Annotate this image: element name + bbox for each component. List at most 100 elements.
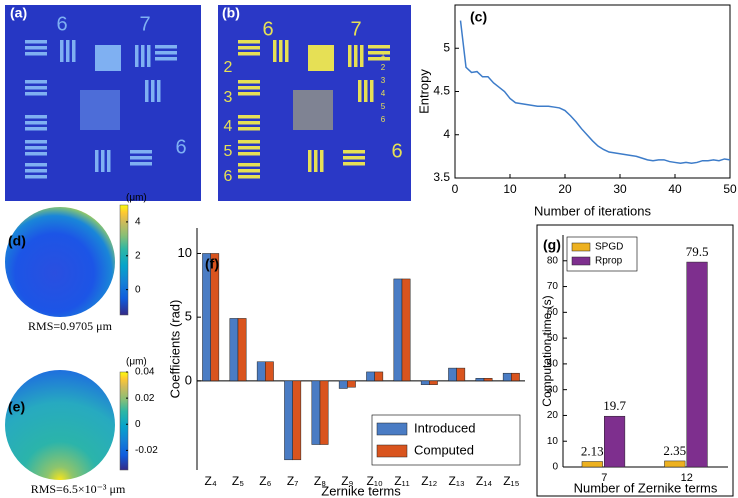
target-center bbox=[293, 90, 333, 130]
x-tick-label: 10 bbox=[503, 182, 517, 196]
data-label: 2.13 bbox=[581, 443, 604, 458]
target-bar bbox=[95, 150, 99, 172]
target-bar bbox=[360, 45, 364, 67]
x-tick-label: Z₁₀ bbox=[366, 474, 382, 488]
legend-swatch bbox=[376, 422, 408, 436]
legend-label: Introduced bbox=[414, 420, 475, 435]
x-tick-label: Z₇ bbox=[287, 474, 298, 488]
bar bbox=[210, 253, 220, 382]
target-bar bbox=[101, 150, 105, 172]
target-bar bbox=[348, 45, 352, 67]
target-bar bbox=[238, 115, 260, 119]
target-bar bbox=[238, 152, 260, 156]
data-label: 19.7 bbox=[603, 398, 626, 413]
colorbar bbox=[119, 371, 129, 471]
legend-label: Rprop bbox=[595, 256, 623, 267]
target-bar bbox=[343, 150, 365, 154]
bar bbox=[475, 378, 485, 382]
target-bar bbox=[368, 57, 390, 61]
target-digit: 4 bbox=[381, 89, 386, 98]
legend-swatch bbox=[571, 256, 591, 266]
bar bbox=[284, 380, 293, 461]
target-digit: 6 bbox=[262, 18, 273, 40]
target-bar bbox=[25, 52, 47, 56]
target-square bbox=[95, 45, 121, 71]
bar bbox=[420, 380, 430, 385]
wavefront-d bbox=[5, 207, 115, 317]
target-bar bbox=[364, 80, 368, 102]
bar bbox=[511, 372, 520, 382]
target-bar bbox=[25, 169, 47, 173]
target-digit: 6 bbox=[56, 13, 67, 35]
bar bbox=[448, 367, 457, 382]
colorbar-tick-label: 0.04 bbox=[135, 367, 155, 378]
y-tick-label: 4.5 bbox=[433, 84, 450, 98]
target-bar bbox=[308, 150, 312, 172]
data-label: 2.35 bbox=[663, 443, 686, 458]
x-tick-label: 0 bbox=[452, 182, 459, 196]
y-tick-label: 20 bbox=[547, 410, 559, 421]
x-tick-label: Z₁₄ bbox=[476, 474, 492, 488]
target-bar bbox=[25, 175, 47, 179]
y-tick-label: 40 bbox=[547, 359, 559, 370]
x-tick-label: Z₉ bbox=[341, 474, 353, 488]
target-bar bbox=[155, 57, 177, 61]
bar bbox=[664, 460, 686, 468]
y-tick-label: 10 bbox=[547, 436, 559, 447]
x-tick-label: 20 bbox=[558, 182, 572, 196]
colorbar-tick-label: 0.02 bbox=[135, 393, 155, 404]
x-tick-label: 30 bbox=[613, 182, 627, 196]
bar bbox=[256, 361, 266, 382]
colorbar-tick-label: 2 bbox=[135, 250, 141, 261]
data-label: 79.5 bbox=[686, 244, 709, 259]
x-tick-label: 40 bbox=[668, 182, 682, 196]
target-bar bbox=[25, 127, 47, 131]
colorbar-tick-label: 4 bbox=[135, 217, 141, 228]
target-bar bbox=[151, 80, 155, 102]
target-bar bbox=[130, 150, 152, 154]
wavefront-e bbox=[5, 370, 115, 480]
target-bar bbox=[66, 40, 70, 62]
target-bar bbox=[370, 80, 374, 102]
y-tick-label: 0 bbox=[185, 372, 192, 387]
target-bar bbox=[157, 80, 161, 102]
target-digit: 3 bbox=[381, 76, 386, 85]
target-digit: 5 bbox=[224, 143, 233, 160]
target-bar bbox=[368, 45, 390, 49]
target-bar bbox=[238, 121, 260, 125]
bar bbox=[237, 318, 247, 382]
target-bar bbox=[25, 163, 47, 167]
target-bar bbox=[238, 92, 260, 96]
target-bar bbox=[238, 86, 260, 90]
target-square bbox=[308, 45, 334, 71]
target-digit: 7 bbox=[350, 18, 361, 40]
x-tick-label: Z₁₁ bbox=[394, 474, 409, 488]
target-bar bbox=[238, 80, 260, 84]
legend-box bbox=[566, 236, 638, 272]
x-tick-label: Z₄ bbox=[205, 474, 217, 488]
colorbar-tick-label: -0.02 bbox=[135, 445, 158, 456]
y-tick-label: 5 bbox=[443, 40, 450, 54]
target-bar bbox=[155, 51, 177, 55]
target-bar bbox=[343, 162, 365, 166]
target-bar bbox=[155, 45, 177, 49]
colorbar-tick-label: 0 bbox=[135, 284, 141, 295]
bar bbox=[581, 461, 603, 468]
entropy-line bbox=[459, 20, 731, 165]
bar bbox=[202, 253, 211, 382]
target-bar bbox=[25, 121, 47, 125]
y-tick-label: 60 bbox=[547, 307, 559, 318]
x-tick-label: Z₈ bbox=[314, 474, 326, 488]
y-axis-label: Coefficients (rad) bbox=[167, 300, 182, 399]
colorbar bbox=[119, 204, 129, 316]
rms-annotation: RMS=6.5×10⁻³ μm bbox=[31, 482, 126, 496]
y-tick-label: 10 bbox=[178, 245, 192, 260]
target-bar bbox=[343, 156, 365, 160]
x-tick-label: Z₆ bbox=[259, 474, 271, 488]
target-bar bbox=[60, 40, 64, 62]
bar bbox=[604, 415, 626, 468]
target-bar bbox=[320, 150, 324, 172]
target-bar bbox=[285, 40, 289, 62]
bar bbox=[483, 378, 493, 382]
